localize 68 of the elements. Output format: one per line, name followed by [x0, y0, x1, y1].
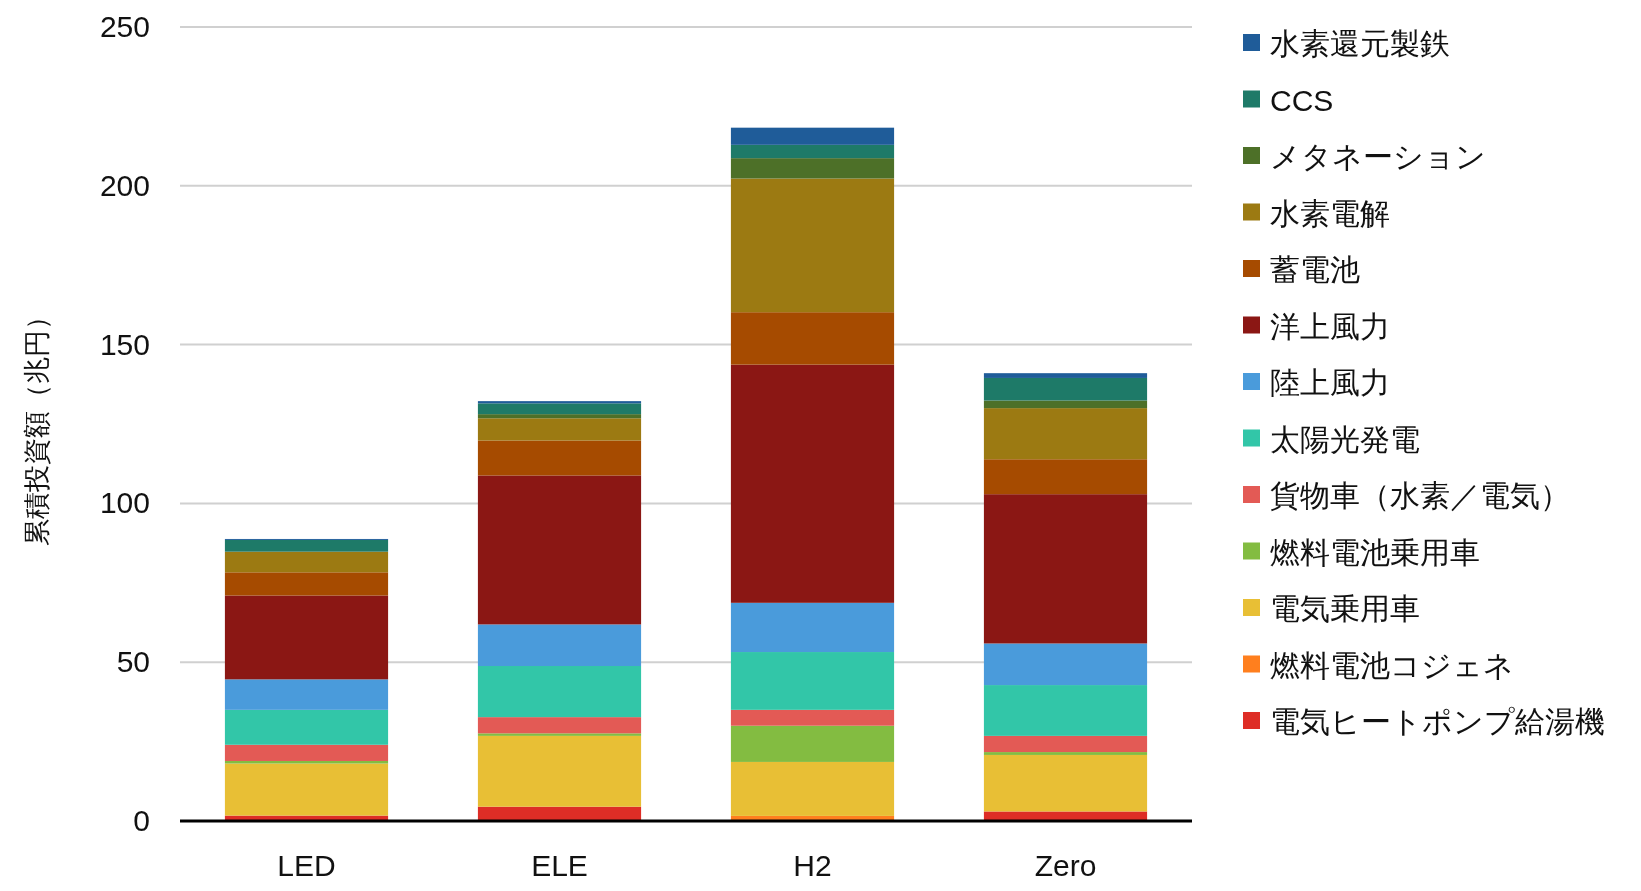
bar	[983, 377, 1148, 401]
bar	[477, 475, 642, 625]
bar	[983, 408, 1148, 460]
bar	[983, 752, 1148, 755]
bar	[730, 158, 895, 179]
legend-label: 電気ヒートポンプ給湯機	[1270, 705, 1605, 738]
x-tick-label: ELE	[531, 849, 588, 882]
bar	[224, 709, 389, 745]
y-tick-label: 200	[99, 168, 150, 202]
bar	[224, 763, 389, 816]
bar	[477, 414, 642, 419]
bar	[730, 761, 895, 816]
legend-label: 燃料電池コジェネ	[1270, 648, 1514, 682]
legend-label: 水素還元製鉄	[1270, 27, 1450, 60]
bar	[730, 364, 895, 603]
bar	[477, 401, 642, 404]
bar	[730, 144, 895, 159]
bar	[477, 717, 642, 734]
bar	[983, 735, 1148, 753]
bar	[983, 459, 1148, 495]
bar	[224, 760, 389, 764]
x-tick-label: Zero	[1034, 849, 1097, 882]
bar	[983, 494, 1148, 644]
x-tick-label: H2	[793, 849, 832, 882]
bar	[224, 595, 389, 680]
y-tick-label: 50	[116, 645, 150, 679]
bar	[477, 733, 642, 736]
bar	[477, 440, 642, 476]
bar	[983, 811, 1148, 821]
y-tick-label: 150	[99, 327, 150, 361]
legend-label: メタネーション	[1270, 140, 1486, 173]
legend-label: 燃料電池乗用車	[1270, 535, 1480, 569]
bar	[730, 652, 895, 710]
bar	[730, 709, 895, 726]
legend-label: 電気乗用車	[1270, 592, 1420, 625]
bar	[983, 373, 1148, 378]
bar	[477, 806, 642, 821]
legend-label: 洋上風力	[1270, 309, 1390, 343]
legend-label: CCS	[1270, 83, 1334, 117]
bar	[983, 685, 1148, 736]
bar	[730, 725, 895, 762]
bar	[983, 400, 1148, 409]
y-tick-label: 250	[99, 10, 150, 43]
bar	[730, 312, 895, 365]
bar	[224, 539, 389, 552]
y-tick-label: 0	[133, 804, 150, 837]
bar	[224, 551, 389, 573]
bar	[983, 754, 1148, 812]
bar	[730, 178, 895, 313]
bar	[477, 735, 642, 807]
bar	[730, 127, 895, 145]
bar	[477, 403, 642, 415]
bar	[224, 679, 389, 710]
legend-label: 蓄電池	[1270, 253, 1360, 286]
bar	[477, 666, 642, 718]
y-axis-title: 累積投資額（兆円）	[22, 302, 52, 546]
bar	[477, 624, 642, 667]
bar	[224, 744, 389, 761]
bar	[477, 418, 642, 441]
bar	[224, 572, 389, 596]
x-tick-label: LED	[277, 849, 336, 882]
y-tick-label: 100	[99, 486, 150, 520]
legend-label: 陸上風力	[1270, 366, 1390, 399]
legend-label: 貨物車（水素／電気）	[1270, 479, 1570, 512]
bar	[730, 602, 895, 653]
legend-label: 水素電解	[1270, 196, 1390, 230]
legend-label: 太陽光発電	[1270, 422, 1420, 456]
bar	[983, 643, 1148, 686]
